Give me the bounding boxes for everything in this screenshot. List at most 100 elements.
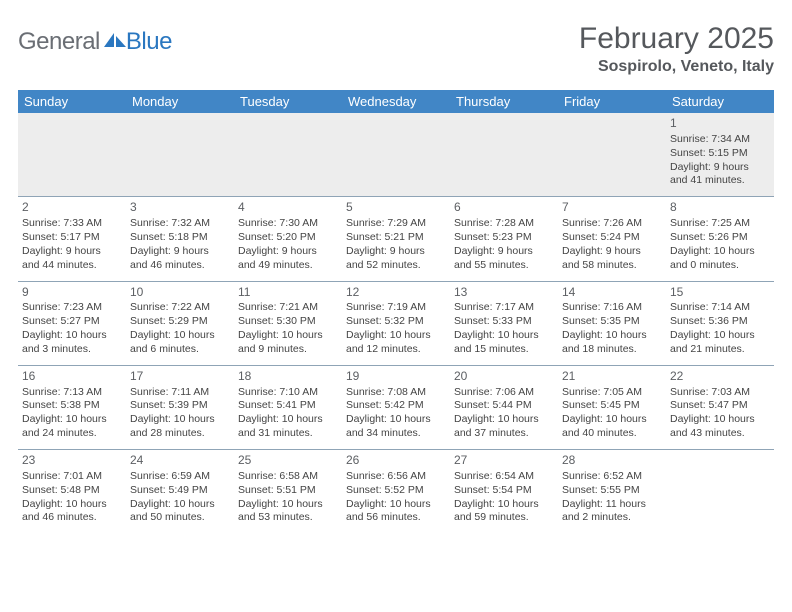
- day-header: Saturday: [666, 90, 774, 113]
- day-number: 3: [130, 200, 230, 216]
- day-details: Sunrise: 6:58 AMSunset: 5:51 PMDaylight:…: [238, 470, 338, 525]
- calendar-cell: 24Sunrise: 6:59 AMSunset: 5:49 PMDayligh…: [126, 450, 234, 534]
- day-details: Sunrise: 6:54 AMSunset: 5:54 PMDaylight:…: [454, 470, 554, 525]
- day2-text: and 46 minutes.: [22, 511, 122, 525]
- day2-text: and 49 minutes.: [238, 259, 338, 273]
- day-header: Tuesday: [234, 90, 342, 113]
- day1-text: Daylight: 10 hours: [22, 498, 122, 512]
- day1-text: Daylight: 10 hours: [238, 498, 338, 512]
- sunrise-text: Sunrise: 7:17 AM: [454, 301, 554, 315]
- sunrise-text: Sunrise: 7:21 AM: [238, 301, 338, 315]
- day-number: 5: [346, 200, 446, 216]
- day-number: 22: [670, 369, 770, 385]
- day2-text: and 50 minutes.: [130, 511, 230, 525]
- sunrise-text: Sunrise: 7:26 AM: [562, 217, 662, 231]
- calendar-cell: 18Sunrise: 7:10 AMSunset: 5:41 PMDayligh…: [234, 365, 342, 449]
- calendar-cell: 25Sunrise: 6:58 AMSunset: 5:51 PMDayligh…: [234, 450, 342, 534]
- day-number: 26: [346, 453, 446, 469]
- sunset-text: Sunset: 5:45 PM: [562, 399, 662, 413]
- day-details: Sunrise: 7:32 AMSunset: 5:18 PMDaylight:…: [130, 217, 230, 272]
- calendar-body: 1Sunrise: 7:34 AMSunset: 5:15 PMDaylight…: [18, 113, 774, 533]
- day-details: Sunrise: 6:52 AMSunset: 5:55 PMDaylight:…: [562, 470, 662, 525]
- day-number: 11: [238, 285, 338, 301]
- day1-text: Daylight: 10 hours: [454, 329, 554, 343]
- day-details: Sunrise: 7:23 AMSunset: 5:27 PMDaylight:…: [22, 301, 122, 356]
- calendar-cell: 22Sunrise: 7:03 AMSunset: 5:47 PMDayligh…: [666, 365, 774, 449]
- day2-text: and 40 minutes.: [562, 427, 662, 441]
- sunrise-text: Sunrise: 6:54 AM: [454, 470, 554, 484]
- day1-text: Daylight: 10 hours: [22, 413, 122, 427]
- day-details: Sunrise: 7:17 AMSunset: 5:33 PMDaylight:…: [454, 301, 554, 356]
- day-details: Sunrise: 7:28 AMSunset: 5:23 PMDaylight:…: [454, 217, 554, 272]
- sunrise-text: Sunrise: 7:10 AM: [238, 386, 338, 400]
- day-number: 18: [238, 369, 338, 385]
- day-number: 19: [346, 369, 446, 385]
- day2-text: and 53 minutes.: [238, 511, 338, 525]
- day1-text: Daylight: 9 hours: [22, 245, 122, 259]
- day-header: Friday: [558, 90, 666, 113]
- day2-text: and 24 minutes.: [22, 427, 122, 441]
- sunrise-text: Sunrise: 7:19 AM: [346, 301, 446, 315]
- sunrise-text: Sunrise: 6:56 AM: [346, 470, 446, 484]
- calendar-cell: [126, 113, 234, 197]
- day2-text: and 44 minutes.: [22, 259, 122, 273]
- day2-text: and 18 minutes.: [562, 343, 662, 357]
- day1-text: Daylight: 10 hours: [130, 498, 230, 512]
- day2-text: and 41 minutes.: [670, 174, 770, 188]
- calendar-table: Sunday Monday Tuesday Wednesday Thursday…: [18, 90, 774, 533]
- logo-text-gray: General: [18, 28, 100, 56]
- day-details: Sunrise: 7:30 AMSunset: 5:20 PMDaylight:…: [238, 217, 338, 272]
- calendar-cell: [450, 113, 558, 197]
- sunset-text: Sunset: 5:20 PM: [238, 231, 338, 245]
- day1-text: Daylight: 9 hours: [454, 245, 554, 259]
- day-number: 10: [130, 285, 230, 301]
- day-details: Sunrise: 7:08 AMSunset: 5:42 PMDaylight:…: [346, 386, 446, 441]
- day2-text: and 12 minutes.: [346, 343, 446, 357]
- sunrise-text: Sunrise: 7:32 AM: [130, 217, 230, 231]
- month-title: February 2025: [579, 22, 774, 56]
- calendar-cell: 20Sunrise: 7:06 AMSunset: 5:44 PMDayligh…: [450, 365, 558, 449]
- sunrise-text: Sunrise: 7:22 AM: [130, 301, 230, 315]
- logo: General Blue: [18, 28, 172, 56]
- sunrise-text: Sunrise: 6:59 AM: [130, 470, 230, 484]
- day1-text: Daylight: 10 hours: [22, 329, 122, 343]
- day1-text: Daylight: 10 hours: [454, 413, 554, 427]
- day2-text: and 58 minutes.: [562, 259, 662, 273]
- calendar-week-row: 1Sunrise: 7:34 AMSunset: 5:15 PMDaylight…: [18, 113, 774, 197]
- sunset-text: Sunset: 5:30 PM: [238, 315, 338, 329]
- day-number: 14: [562, 285, 662, 301]
- calendar-cell: 14Sunrise: 7:16 AMSunset: 5:35 PMDayligh…: [558, 281, 666, 365]
- day-number: 4: [238, 200, 338, 216]
- day-number: 9: [22, 285, 122, 301]
- day-number: 21: [562, 369, 662, 385]
- day-details: Sunrise: 7:22 AMSunset: 5:29 PMDaylight:…: [130, 301, 230, 356]
- calendar-cell: 8Sunrise: 7:25 AMSunset: 5:26 PMDaylight…: [666, 197, 774, 281]
- calendar-cell: 2Sunrise: 7:33 AMSunset: 5:17 PMDaylight…: [18, 197, 126, 281]
- day-details: Sunrise: 7:25 AMSunset: 5:26 PMDaylight:…: [670, 217, 770, 272]
- day1-text: Daylight: 10 hours: [130, 329, 230, 343]
- day1-text: Daylight: 10 hours: [346, 413, 446, 427]
- day-number: 24: [130, 453, 230, 469]
- calendar-cell: [558, 113, 666, 197]
- day2-text: and 28 minutes.: [130, 427, 230, 441]
- calendar-cell: 5Sunrise: 7:29 AMSunset: 5:21 PMDaylight…: [342, 197, 450, 281]
- calendar-cell: [342, 113, 450, 197]
- calendar-cell: 27Sunrise: 6:54 AMSunset: 5:54 PMDayligh…: [450, 450, 558, 534]
- sunset-text: Sunset: 5:55 PM: [562, 484, 662, 498]
- day-details: Sunrise: 7:06 AMSunset: 5:44 PMDaylight:…: [454, 386, 554, 441]
- day2-text: and 55 minutes.: [454, 259, 554, 273]
- day2-text: and 0 minutes.: [670, 259, 770, 273]
- sunrise-text: Sunrise: 6:58 AM: [238, 470, 338, 484]
- day-details: Sunrise: 7:26 AMSunset: 5:24 PMDaylight:…: [562, 217, 662, 272]
- sunset-text: Sunset: 5:29 PM: [130, 315, 230, 329]
- day-details: Sunrise: 6:59 AMSunset: 5:49 PMDaylight:…: [130, 470, 230, 525]
- sunset-text: Sunset: 5:24 PM: [562, 231, 662, 245]
- day1-text: Daylight: 9 hours: [346, 245, 446, 259]
- day1-text: Daylight: 9 hours: [238, 245, 338, 259]
- day1-text: Daylight: 10 hours: [562, 329, 662, 343]
- sunrise-text: Sunrise: 7:05 AM: [562, 386, 662, 400]
- day-number: 15: [670, 285, 770, 301]
- day2-text: and 52 minutes.: [346, 259, 446, 273]
- day-number: 2: [22, 200, 122, 216]
- calendar-week-row: 23Sunrise: 7:01 AMSunset: 5:48 PMDayligh…: [18, 450, 774, 534]
